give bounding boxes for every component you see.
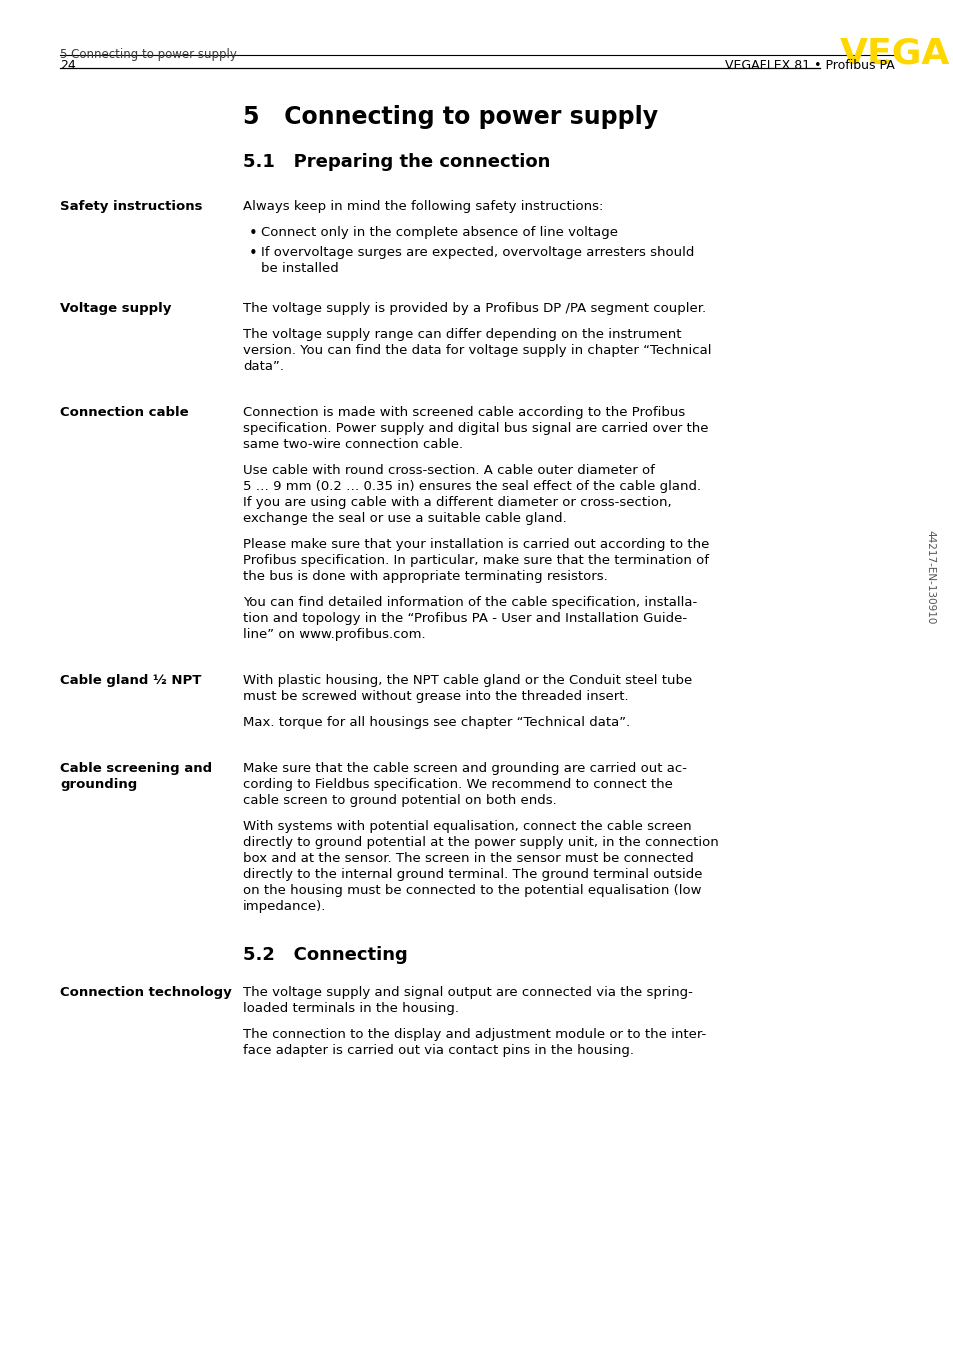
Text: Use cable with round cross-section. A cable outer diameter of: Use cable with round cross-section. A ca…: [243, 464, 654, 477]
Text: Connection is made with screened cable according to the Profibus: Connection is made with screened cable a…: [243, 406, 684, 418]
Text: 44217-EN-130910: 44217-EN-130910: [924, 529, 934, 624]
Text: Always keep in mind the following safety instructions:: Always keep in mind the following safety…: [243, 200, 602, 213]
Text: •: •: [249, 246, 257, 261]
Text: loaded terminals in the housing.: loaded terminals in the housing.: [243, 1002, 458, 1016]
Text: box and at the sensor. The screen in the sensor must be connected: box and at the sensor. The screen in the…: [243, 852, 693, 865]
Text: •: •: [249, 226, 257, 241]
Text: tion and topology in the “Profibus PA - User and Installation Guide-: tion and topology in the “Profibus PA - …: [243, 612, 686, 626]
Text: With systems with potential equalisation, connect the cable screen: With systems with potential equalisation…: [243, 821, 691, 833]
Text: impedance).: impedance).: [243, 900, 326, 913]
Text: directly to the internal ground terminal. The ground terminal outside: directly to the internal ground terminal…: [243, 868, 701, 881]
Text: grounding: grounding: [60, 779, 137, 791]
Text: VEGAFLEX 81 • Profibus PA: VEGAFLEX 81 • Profibus PA: [724, 60, 894, 72]
Text: be installed: be installed: [261, 263, 338, 275]
Text: on the housing must be connected to the potential equalisation (low: on the housing must be connected to the …: [243, 884, 700, 896]
Text: 5 … 9 mm (0.2 … 0.35 in) ensures the seal effect of the cable gland.: 5 … 9 mm (0.2 … 0.35 in) ensures the sea…: [243, 481, 700, 493]
Text: face adapter is carried out via contact pins in the housing.: face adapter is carried out via contact …: [243, 1044, 634, 1057]
Text: cording to Fieldbus specification. We recommend to connect the: cording to Fieldbus specification. We re…: [243, 779, 672, 791]
Text: exchange the seal or use a suitable cable gland.: exchange the seal or use a suitable cabl…: [243, 512, 566, 525]
Text: If overvoltage surges are expected, overvoltage arresters should: If overvoltage surges are expected, over…: [261, 246, 694, 259]
Text: 24: 24: [60, 60, 75, 72]
Text: Cable screening and: Cable screening and: [60, 762, 212, 774]
Text: must be screwed without grease into the threaded insert.: must be screwed without grease into the …: [243, 691, 628, 703]
Text: The voltage supply range can differ depending on the instrument: The voltage supply range can differ depe…: [243, 328, 680, 341]
Text: If you are using cable with a different diameter or cross-section,: If you are using cable with a different …: [243, 496, 671, 509]
Text: You can find detailed information of the cable specification, installa-: You can find detailed information of the…: [243, 596, 697, 609]
Text: cable screen to ground potential on both ends.: cable screen to ground potential on both…: [243, 793, 557, 807]
Text: Cable gland ½ NPT: Cable gland ½ NPT: [60, 674, 201, 686]
Text: Voltage supply: Voltage supply: [60, 302, 172, 315]
Text: The voltage supply and signal output are connected via the spring-: The voltage supply and signal output are…: [243, 986, 692, 999]
Text: Connect only in the complete absence of line voltage: Connect only in the complete absence of …: [261, 226, 618, 240]
Text: 5.2   Connecting: 5.2 Connecting: [243, 946, 407, 964]
Text: 5 Connecting to power supply: 5 Connecting to power supply: [60, 47, 236, 61]
Text: Connection cable: Connection cable: [60, 406, 189, 418]
Text: directly to ground potential at the power supply unit, in the connection: directly to ground potential at the powe…: [243, 835, 718, 849]
Text: Please make sure that your installation is carried out according to the: Please make sure that your installation …: [243, 538, 709, 551]
Text: the bus is done with appropriate terminating resistors.: the bus is done with appropriate termina…: [243, 570, 607, 584]
Text: VEGA: VEGA: [840, 37, 949, 70]
Text: line” on www.profibus.com.: line” on www.profibus.com.: [243, 628, 425, 640]
Text: 5   Connecting to power supply: 5 Connecting to power supply: [243, 106, 658, 129]
Text: The voltage supply is provided by a Profibus DP /PA segment coupler.: The voltage supply is provided by a Prof…: [243, 302, 705, 315]
Text: data”.: data”.: [243, 360, 284, 372]
Text: specification. Power supply and digital bus signal are carried over the: specification. Power supply and digital …: [243, 422, 708, 435]
Text: With plastic housing, the NPT cable gland or the Conduit steel tube: With plastic housing, the NPT cable glan…: [243, 674, 692, 686]
Text: Connection technology: Connection technology: [60, 986, 232, 999]
Text: same two-wire connection cable.: same two-wire connection cable.: [243, 437, 462, 451]
Text: Max. torque for all housings see chapter “Technical data”.: Max. torque for all housings see chapter…: [243, 716, 630, 728]
Text: Make sure that the cable screen and grounding are carried out ac-: Make sure that the cable screen and grou…: [243, 762, 686, 774]
Text: Profibus specification. In particular, make sure that the termination of: Profibus specification. In particular, m…: [243, 554, 708, 567]
Text: 5.1   Preparing the connection: 5.1 Preparing the connection: [243, 153, 550, 171]
Text: The connection to the display and adjustment module or to the inter-: The connection to the display and adjust…: [243, 1028, 705, 1041]
Text: Safety instructions: Safety instructions: [60, 200, 202, 213]
Text: version. You can find the data for voltage supply in chapter “Technical: version. You can find the data for volta…: [243, 344, 711, 357]
